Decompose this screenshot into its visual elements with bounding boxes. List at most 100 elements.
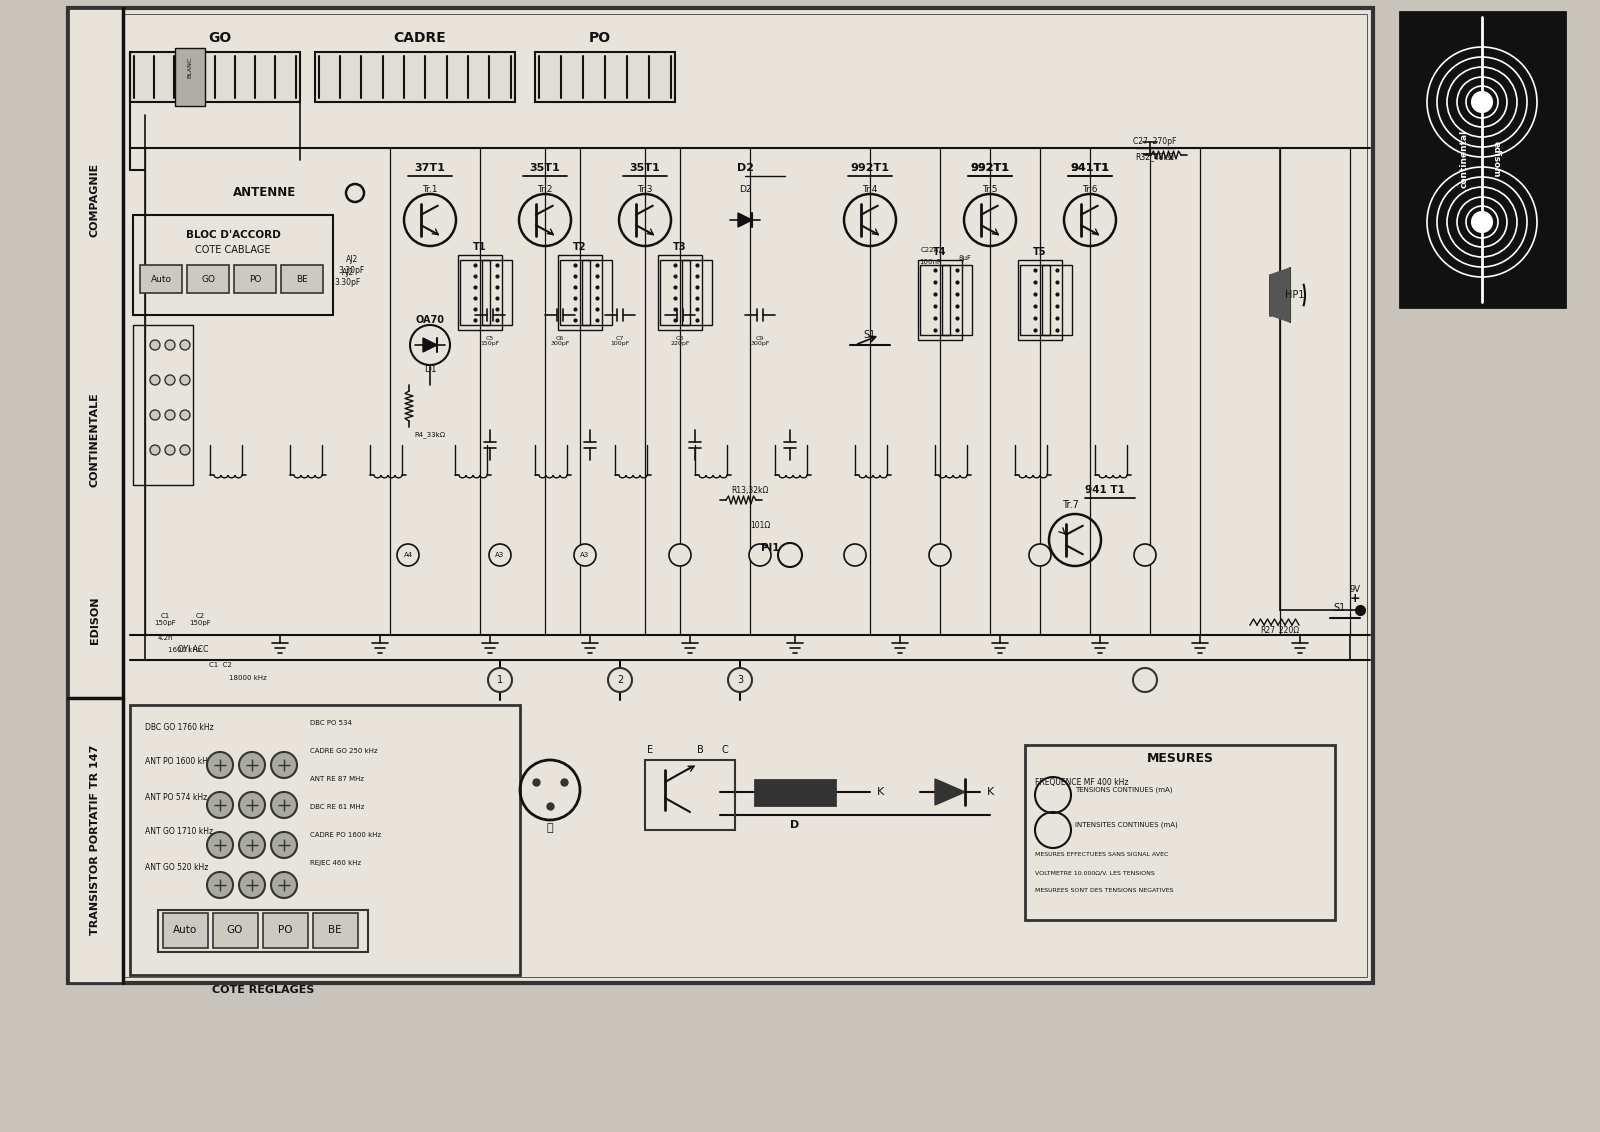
Text: C1
150pF: C1 150pF: [154, 614, 176, 626]
Bar: [534, 52, 675, 102]
Text: R13,32kΩ: R13,32kΩ: [731, 486, 768, 495]
Text: D2: D2: [736, 163, 754, 173]
Circle shape: [179, 410, 190, 420]
Text: ANT PO 574 kHz: ANT PO 574 kHz: [146, 792, 208, 801]
Text: C6
300pF: C6 300pF: [550, 335, 570, 346]
Text: C: C: [722, 745, 728, 755]
Circle shape: [608, 668, 632, 692]
Text: AJ2
3.30pF: AJ2 3.30pF: [334, 268, 362, 288]
Circle shape: [749, 544, 771, 566]
Bar: [67, 8, 1373, 983]
Text: C2
150pF: C2 150pF: [189, 614, 211, 626]
Text: C27  270pF: C27 270pF: [1133, 137, 1176, 146]
Text: A3: A3: [496, 552, 504, 558]
Bar: [458, 255, 502, 331]
Bar: [234, 265, 277, 293]
Circle shape: [1133, 668, 1157, 692]
Text: BLANC: BLANC: [187, 57, 192, 78]
Text: Tr.5: Tr.5: [982, 186, 998, 195]
Text: D1: D1: [424, 366, 437, 375]
Bar: [67, 8, 123, 698]
Text: ANT GO 520 kHz: ANT GO 520 kHz: [146, 863, 208, 872]
Bar: [133, 325, 194, 484]
Text: GO: GO: [208, 31, 232, 45]
Text: C1  C2: C1 C2: [208, 662, 232, 668]
Bar: [560, 260, 590, 325]
Text: Tr.4: Tr.4: [862, 186, 878, 195]
Bar: [213, 914, 258, 947]
Circle shape: [397, 544, 419, 566]
Text: T4: T4: [933, 247, 947, 257]
Text: TRANSISTOR PORTATIF TR 147: TRANSISTOR PORTATIF TR 147: [90, 745, 99, 935]
Bar: [1042, 265, 1072, 335]
Text: 35T1: 35T1: [630, 163, 661, 173]
Circle shape: [1472, 92, 1491, 112]
Circle shape: [930, 544, 950, 566]
Text: 9V: 9V: [1349, 585, 1360, 594]
Bar: [482, 260, 512, 325]
Circle shape: [165, 340, 174, 350]
Text: C7
100pF: C7 100pF: [610, 335, 630, 346]
Text: OA70: OA70: [416, 315, 445, 325]
Text: Tr.6: Tr.6: [1082, 186, 1098, 195]
Circle shape: [179, 375, 190, 385]
Polygon shape: [422, 338, 437, 352]
Text: EDISON: EDISON: [90, 597, 99, 644]
Bar: [282, 265, 323, 293]
Text: D2: D2: [739, 186, 752, 195]
Text: 18000 kHz: 18000 kHz: [229, 675, 267, 681]
Text: DBC PO 534: DBC PO 534: [310, 720, 352, 726]
Text: COMPAGNIE: COMPAGNIE: [90, 163, 99, 237]
Bar: [582, 260, 611, 325]
Circle shape: [1029, 544, 1051, 566]
Text: B: B: [696, 745, 704, 755]
Text: C22A: C22A: [922, 247, 939, 252]
Circle shape: [150, 445, 160, 455]
Text: GO: GO: [202, 274, 214, 283]
Text: 37T1: 37T1: [414, 163, 445, 173]
Text: R32_48kΩ: R32_48kΩ: [1136, 153, 1174, 162]
Text: TENSIONS CONTINUES (mA): TENSIONS CONTINUES (mA): [1075, 787, 1173, 794]
Circle shape: [150, 410, 160, 420]
Text: 941 T1: 941 T1: [1085, 484, 1125, 495]
Text: D: D: [790, 820, 800, 830]
Circle shape: [165, 445, 174, 455]
Bar: [1018, 260, 1062, 340]
Text: GO: GO: [227, 925, 243, 935]
Text: MESURES EFFECTUEES SANS SIGNAL AVEC: MESURES EFFECTUEES SANS SIGNAL AVEC: [1035, 852, 1168, 858]
Circle shape: [270, 752, 298, 778]
Circle shape: [150, 375, 160, 385]
Text: Tr.7: Tr.7: [1061, 500, 1078, 511]
Circle shape: [165, 375, 174, 385]
Bar: [133, 215, 333, 315]
Text: FREQUENCE MF 400 kHz: FREQUENCE MF 400 kHz: [1035, 779, 1128, 788]
Text: 8µF: 8µF: [958, 255, 971, 261]
Circle shape: [270, 872, 298, 898]
Bar: [658, 255, 702, 331]
Bar: [163, 914, 208, 947]
Circle shape: [238, 872, 266, 898]
Text: +: +: [1350, 592, 1360, 604]
Circle shape: [1134, 544, 1155, 566]
Text: Auto: Auto: [173, 925, 197, 935]
Text: R4_33kΩ: R4_33kΩ: [414, 431, 445, 438]
Bar: [315, 52, 515, 102]
Bar: [558, 255, 602, 331]
Text: Tr.2: Tr.2: [538, 186, 552, 195]
Text: HP1: HP1: [1285, 290, 1304, 300]
Text: S1: S1: [864, 331, 877, 340]
Text: BE: BE: [328, 925, 342, 935]
Circle shape: [165, 410, 174, 420]
Text: MESUREES SONT DES TENSIONS NEGATIVES: MESUREES SONT DES TENSIONS NEGATIVES: [1035, 889, 1173, 893]
Bar: [661, 260, 690, 325]
Bar: [141, 265, 182, 293]
Circle shape: [179, 445, 190, 455]
Text: 35T1: 35T1: [530, 163, 560, 173]
Text: Auto: Auto: [150, 274, 171, 283]
Text: OYI ACC: OYI ACC: [178, 645, 208, 654]
Bar: [918, 260, 962, 340]
Bar: [1021, 265, 1050, 335]
Text: VOLTMETRE 10.000Ω/V. LES TENSIONS: VOLTMETRE 10.000Ω/V. LES TENSIONS: [1035, 871, 1155, 875]
Circle shape: [206, 872, 234, 898]
Text: ⓣ: ⓣ: [547, 823, 554, 833]
